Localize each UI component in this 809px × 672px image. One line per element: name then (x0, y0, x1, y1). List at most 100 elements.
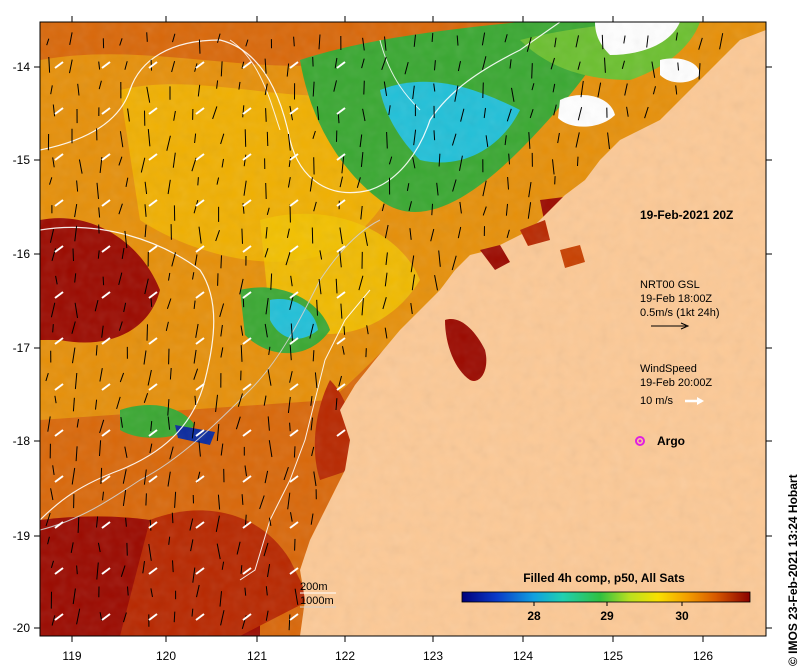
current-arrow (76, 419, 79, 428)
current-arrow (245, 39, 249, 47)
current-arrow (219, 591, 222, 607)
current-arrow (171, 60, 176, 73)
current-arrow (412, 157, 416, 169)
current-arrow (147, 369, 152, 386)
current-arrow (264, 58, 267, 74)
current-arrow (434, 60, 436, 71)
current-arrow (69, 59, 73, 74)
current-arrow (145, 493, 147, 506)
current-arrow (198, 39, 201, 54)
current-arrow (118, 156, 123, 166)
current-arrow (698, 63, 701, 80)
current-arrow (358, 275, 364, 291)
current-arrow (240, 325, 244, 336)
current-arrow (144, 224, 147, 238)
current-arrow (553, 104, 557, 116)
current-arrow (404, 61, 409, 75)
wind-legend-scale: 10 m/s (640, 395, 674, 407)
colorbar-tick-label: 30 (675, 609, 689, 623)
current-arrow (244, 129, 247, 147)
current-arrow (146, 324, 148, 341)
current-arrow (577, 156, 579, 167)
wind-arrow (242, 291, 252, 299)
current-arrow (286, 228, 290, 239)
current-arrow (268, 346, 271, 355)
current-arrow (99, 419, 105, 434)
x-tick-121: 121 (247, 16, 267, 663)
current-arrow (381, 56, 387, 70)
wind-arrow (195, 383, 205, 391)
wind-legend: WindSpeed 19-Feb 20:00Z 10 m/s (640, 363, 712, 407)
y-tick-label: -19 (13, 529, 31, 543)
current-arrow (45, 372, 49, 382)
current-arrow (55, 275, 58, 285)
current-arrow (412, 85, 415, 100)
wind-arrow (54, 475, 64, 483)
x-tick-label: 123 (423, 649, 443, 663)
wind-arrow (242, 521, 252, 529)
sst-field (40, 22, 766, 636)
current-arrow (118, 203, 123, 215)
current-arrow (360, 205, 363, 220)
current-arrow (506, 108, 512, 122)
current-arrow (98, 80, 102, 90)
current-arrow (198, 441, 201, 457)
current-arrow (290, 512, 293, 522)
current-arrow (216, 543, 221, 560)
current-arrow (265, 182, 267, 200)
wind-arrow (289, 383, 299, 391)
current-arrow (237, 393, 243, 407)
current-arrow (122, 469, 127, 484)
current-arrow (286, 63, 290, 77)
current-arrow (220, 133, 225, 145)
current-arrow (216, 423, 220, 441)
current-arrow (456, 35, 459, 46)
current-arrow (264, 323, 268, 338)
current-arrow (52, 104, 56, 117)
current-arrow (384, 224, 389, 239)
current-arrow (212, 106, 218, 120)
current-arrow (72, 588, 76, 605)
current-arrow (217, 494, 221, 510)
current-arrow (408, 201, 412, 212)
current-arrow (244, 587, 247, 596)
current-arrow (118, 321, 123, 331)
current-arrow (166, 135, 171, 151)
current-arrow (410, 303, 413, 314)
current-arrow (144, 204, 147, 217)
current-arrow (240, 565, 243, 574)
current-arrow (433, 130, 436, 141)
x-tick-125: 125 (603, 16, 623, 663)
x-tick-label: 125 (603, 649, 623, 663)
current-arrow (411, 274, 415, 291)
current-arrow (124, 61, 128, 70)
current-arrow (431, 33, 434, 42)
current-arrow (482, 206, 487, 216)
current-arrow (120, 565, 126, 577)
current-arrow (194, 254, 198, 266)
current-arrow (388, 156, 393, 165)
wind-arrow (148, 567, 158, 575)
current-arrow (434, 275, 438, 291)
wind-arrow (336, 107, 346, 115)
current-arrow (235, 416, 241, 430)
current-arrow (388, 105, 391, 116)
current-arrow (48, 56, 51, 73)
current-arrow (504, 34, 508, 43)
current-arrow (220, 347, 224, 358)
y-tick-20: -20 (13, 621, 772, 635)
current-arrow (310, 513, 314, 525)
current-arrow (652, 86, 656, 95)
current-arrow (50, 560, 54, 569)
current-arrow (194, 133, 197, 144)
y-tick-label: -15 (13, 153, 31, 167)
current-arrow (123, 302, 127, 313)
wind-arrow (242, 153, 252, 161)
current-arrow (193, 199, 199, 214)
current-arrow (528, 132, 531, 149)
current-arrow (482, 82, 484, 99)
current-arrow (265, 586, 268, 596)
wind-arrow (289, 613, 299, 621)
current-arrow (413, 129, 417, 146)
wind-arrow (148, 613, 158, 621)
